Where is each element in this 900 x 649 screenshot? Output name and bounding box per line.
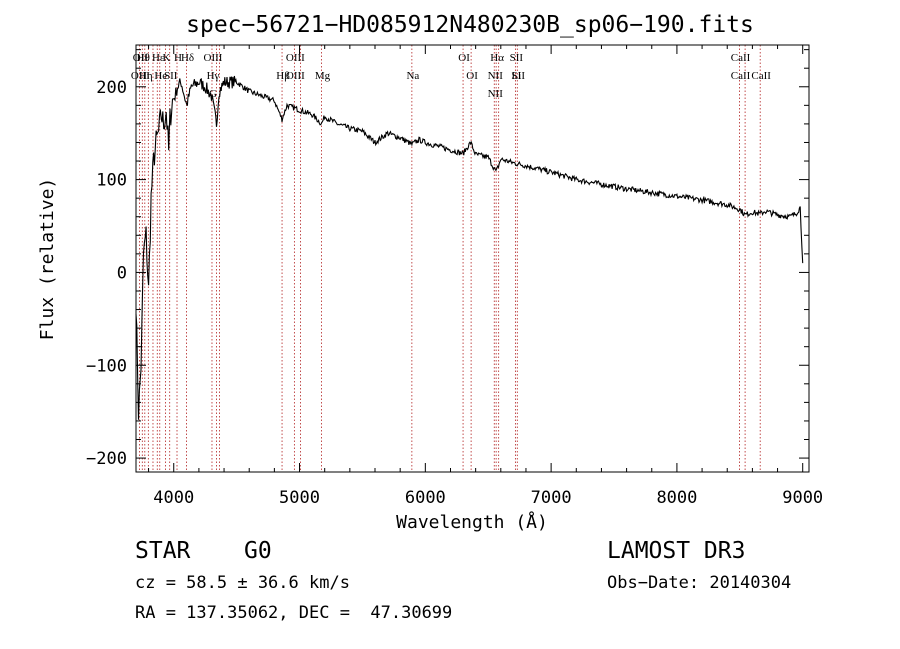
chart-title: spec−56721−HD085912N480230B_sp06−190.fit…: [186, 12, 754, 38]
line-label: SII: [510, 52, 524, 64]
y-tick-label: 100: [96, 171, 127, 191]
line-label: K: [162, 52, 170, 64]
survey-name: LAMOST DR3: [607, 538, 746, 564]
line-label: He: [154, 70, 167, 82]
plot-frame: [135, 44, 810, 473]
line-label: Li: [512, 70, 522, 82]
line-label: CaII: [751, 70, 771, 82]
line-label: OI: [466, 70, 478, 82]
object-subclass: G0: [244, 538, 272, 564]
line-label: G: [209, 88, 217, 100]
redshift-velocity: cz = 58.5 ± 36.6 km/s: [135, 573, 350, 593]
x-tick-label: 5000: [279, 488, 320, 508]
x-tick-label: 9000: [782, 488, 823, 508]
object-class: STAR: [135, 538, 191, 564]
line-label: NII: [488, 70, 504, 82]
line-label: Mg: [315, 70, 331, 82]
sky-coordinates: RA = 137.35062, DEC = 47.30699: [135, 603, 453, 623]
line-label: Hα: [490, 52, 504, 64]
line-label: NII: [488, 88, 504, 100]
x-tick-label: 7000: [531, 488, 572, 508]
line-label: Na: [406, 70, 419, 82]
y-tick-label: 0: [117, 263, 127, 283]
line-label: OIII: [286, 70, 305, 82]
x-tick-label: 6000: [405, 488, 446, 508]
y-axis-label: Flux (relative): [37, 178, 58, 341]
line-label: CaII: [731, 52, 751, 64]
line-label: OI: [458, 52, 470, 64]
x-tick-label: 8000: [656, 488, 697, 508]
spectrum-line: [135, 75, 804, 420]
line-label: Hδ: [181, 52, 194, 64]
line-label: H: [174, 52, 182, 64]
line-label: Hγ: [207, 70, 220, 82]
line-label: Hβ: [276, 70, 290, 82]
y-tick-label: 200: [96, 78, 127, 98]
line-label: OIII: [286, 52, 305, 64]
axis-ticks: 4000 5000 6000 7000 8000 9000 −200 −100 0 100 200: [86, 45, 823, 508]
y-tick-label: −200: [86, 449, 127, 469]
line-label: OII: [133, 52, 149, 64]
line-label: Hη: [139, 70, 153, 82]
line-label: SII: [512, 70, 526, 82]
observation-date: Obs−Date: 20140304: [607, 573, 792, 593]
line-label: CaII: [731, 70, 751, 82]
line-label: Hε: [152, 52, 165, 64]
x-tick-label: 4000: [153, 488, 194, 508]
y-tick-label: −100: [86, 356, 127, 376]
x-axis-label: Wavelength (Å): [396, 511, 548, 533]
line-label: SII: [164, 70, 178, 82]
line-label: OIII: [204, 52, 223, 64]
line-label: Hθ: [137, 52, 150, 64]
line-marker-layer: [138, 45, 761, 472]
